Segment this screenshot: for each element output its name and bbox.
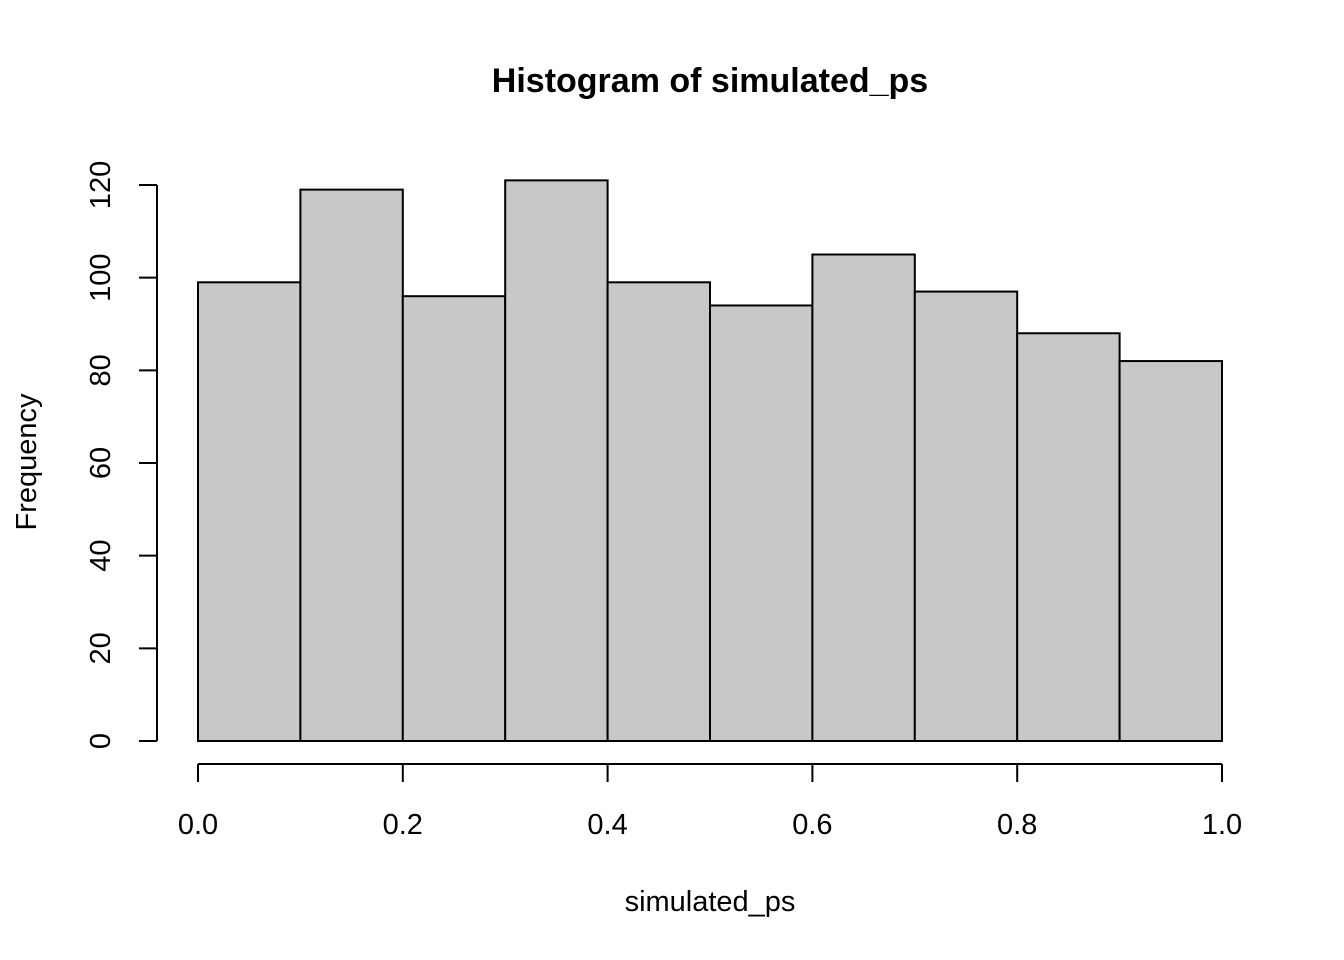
histogram-bar [913,290,1019,742]
y-tick-label: 20 [85,632,117,664]
histogram-bar [401,295,507,742]
x-tick-label: 0.4 [587,809,627,841]
x-axis-label: simulated_ps [625,886,796,918]
y-tick-label: 120 [85,161,117,209]
y-axis: 0 20 40 60 80 100 120 [85,161,158,749]
histogram-bar [709,304,814,742]
histogram-bar [606,281,711,742]
y-tick-label: 40 [85,540,117,572]
y-tick-label: 100 [85,253,117,301]
histogram-bar [197,281,302,742]
x-tick-label: 1.0 [1202,809,1242,841]
x-tick-label: 0.6 [792,809,832,841]
y-tick-label: 0 [85,733,117,749]
y-tick-label: 80 [85,354,117,386]
histogram-bar [1118,360,1223,742]
x-axis: 0.0 0.2 0.4 0.6 0.8 1.0 [178,763,1242,841]
histogram-bar [299,188,404,742]
x-tick-label: 0.8 [997,809,1037,841]
histogram-bar [811,253,916,742]
x-tick-label: 0.2 [383,809,423,841]
bars-group [197,179,1223,743]
y-axis-label: Frequency [11,393,43,531]
histogram-bar [1016,332,1121,742]
histogram-bar [504,179,609,743]
chart-title: Histogram of simulated_ps [492,62,928,100]
y-tick-label: 60 [85,447,117,479]
x-tick-label: 0.0 [178,809,218,841]
